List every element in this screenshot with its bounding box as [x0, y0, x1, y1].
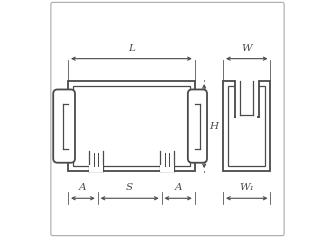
FancyBboxPatch shape — [188, 89, 207, 163]
Bar — [160, 150, 174, 174]
Bar — [192, 104, 203, 149]
Bar — [89, 150, 103, 174]
Text: L: L — [128, 44, 135, 53]
Bar — [223, 81, 270, 171]
Bar — [228, 86, 265, 166]
Text: H: H — [209, 122, 218, 131]
Bar — [235, 79, 259, 117]
Text: W₁: W₁ — [240, 183, 254, 192]
FancyBboxPatch shape — [51, 2, 284, 236]
Bar — [73, 86, 190, 166]
Bar — [237, 115, 257, 122]
Text: S: S — [126, 183, 133, 192]
Bar — [160, 165, 174, 172]
FancyBboxPatch shape — [53, 89, 75, 163]
Text: W: W — [242, 44, 252, 53]
Bar — [89, 165, 103, 172]
Bar — [68, 81, 195, 171]
Text: A: A — [79, 183, 87, 192]
Text: A: A — [175, 183, 182, 192]
Bar — [62, 104, 72, 149]
